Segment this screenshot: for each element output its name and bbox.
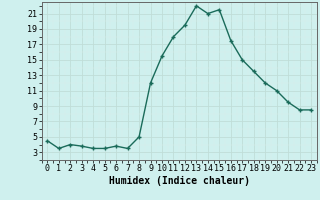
X-axis label: Humidex (Indice chaleur): Humidex (Indice chaleur) xyxy=(109,176,250,186)
